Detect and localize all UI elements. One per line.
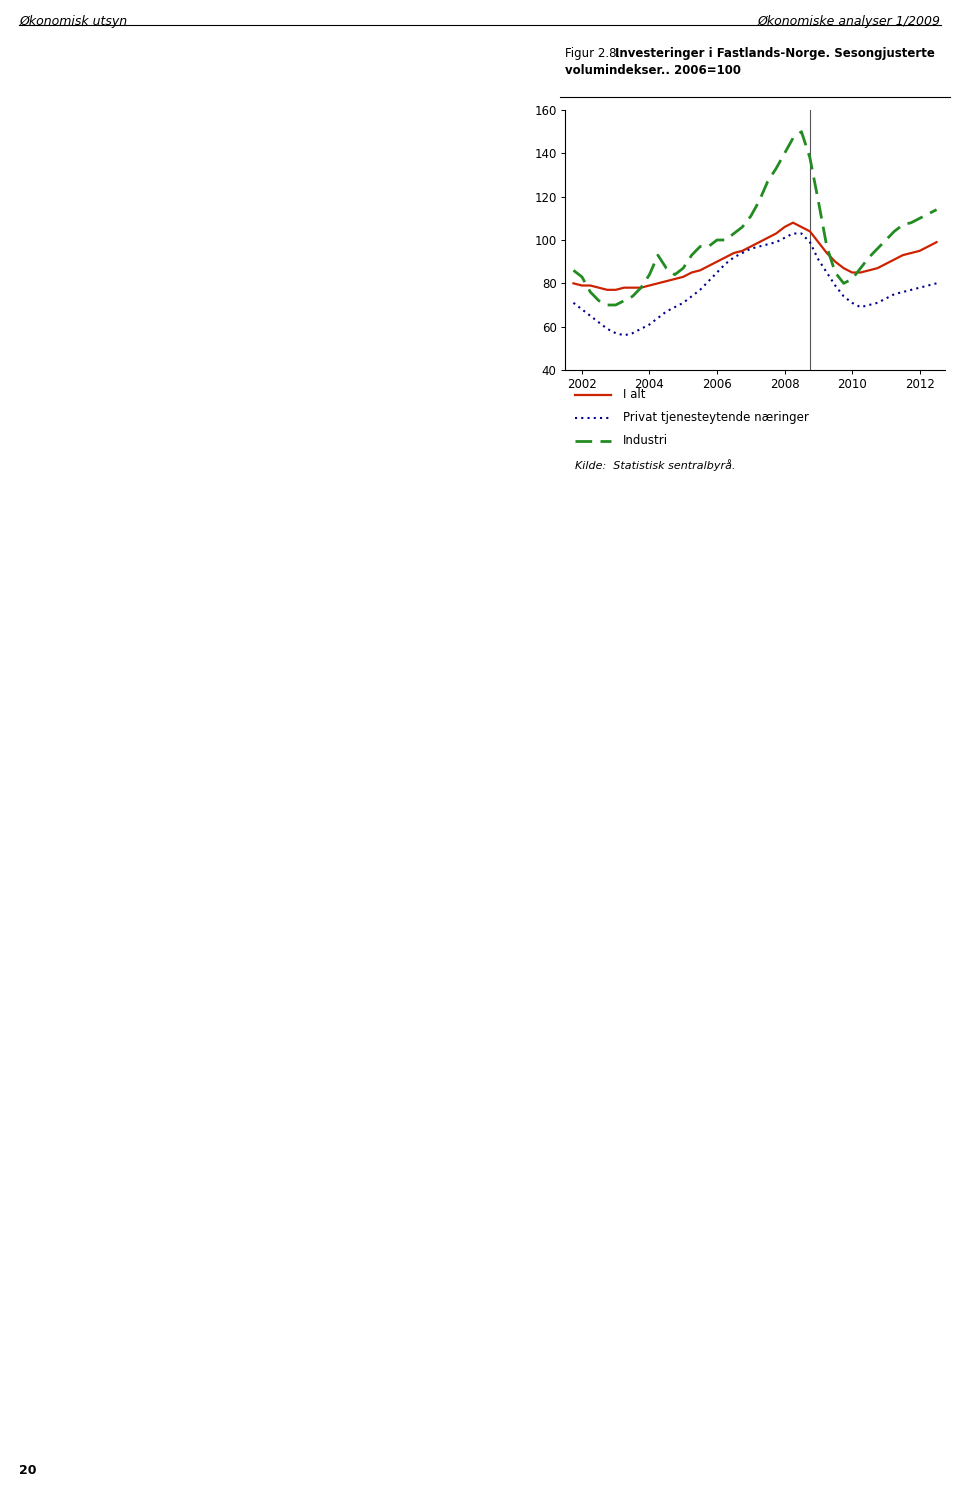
Text: Figur 2.8.: Figur 2.8.: [565, 48, 624, 60]
Text: Industri: Industri: [623, 434, 668, 448]
Text: I alt: I alt: [623, 388, 645, 401]
Text: Investeringer i Fastlands-Norge. Sesongjusterte: Investeringer i Fastlands-Norge. Sesongj…: [615, 48, 935, 60]
Text: Privat tjenesteytende næringer: Privat tjenesteytende næringer: [623, 412, 808, 425]
Text: Kilde:  Statistisk sentralbyrå.: Kilde: Statistisk sentralbyrå.: [575, 460, 735, 471]
Text: Økonomiske analyser 1/2009: Økonomiske analyser 1/2009: [757, 15, 941, 28]
Text: Økonomisk utsyn: Økonomisk utsyn: [19, 15, 128, 28]
Text: volumindekser.. 2006=100: volumindekser.. 2006=100: [565, 64, 741, 78]
Text: 20: 20: [19, 1464, 36, 1477]
